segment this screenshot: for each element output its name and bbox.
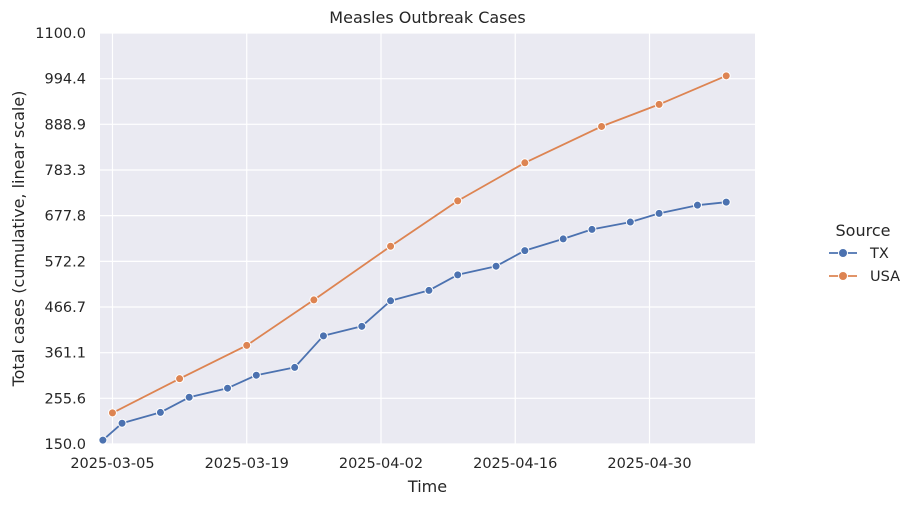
x-tick-label: 2025-03-19 bbox=[205, 456, 289, 472]
data-point-tx bbox=[721, 197, 731, 207]
legend-item-tx: TX bbox=[829, 246, 889, 262]
data-point-usa bbox=[107, 408, 117, 418]
series-line-tx bbox=[102, 201, 727, 441]
y-tick-label: 783.3 bbox=[44, 163, 86, 179]
data-point-tx bbox=[290, 362, 300, 372]
data-point-tx bbox=[491, 261, 501, 271]
legend-label: TX bbox=[869, 246, 889, 262]
data-point-tx bbox=[223, 383, 233, 393]
y-tick-label: 1100.0 bbox=[35, 26, 86, 42]
data-point-usa bbox=[242, 340, 252, 350]
y-tick-label: 677.8 bbox=[44, 209, 86, 225]
legend-marker bbox=[838, 271, 848, 281]
series-usa bbox=[107, 71, 731, 418]
data-point-tx bbox=[98, 435, 108, 445]
data-point-usa bbox=[520, 158, 530, 168]
data-point-usa bbox=[721, 71, 731, 81]
data-point-usa bbox=[309, 295, 319, 305]
data-point-usa bbox=[453, 196, 463, 206]
legend-label: USA bbox=[870, 269, 900, 285]
data-point-tx bbox=[625, 217, 635, 227]
legend-title: Source bbox=[836, 221, 891, 240]
x-tick-label: 2025-03-05 bbox=[70, 456, 154, 472]
data-point-usa bbox=[654, 99, 664, 109]
data-point-usa bbox=[597, 121, 607, 131]
series-tx bbox=[98, 197, 731, 445]
x-tick-label: 2025-04-02 bbox=[339, 456, 423, 472]
y-tick-label: 572.2 bbox=[44, 254, 86, 270]
data-point-usa bbox=[175, 374, 185, 384]
y-tick-label: 150.0 bbox=[44, 437, 86, 453]
data-point-tx bbox=[424, 285, 434, 295]
x-tick-label: 2025-04-16 bbox=[473, 456, 557, 472]
data-point-tx bbox=[117, 418, 127, 428]
series-layer bbox=[98, 71, 731, 445]
data-point-tx bbox=[692, 200, 702, 210]
data-point-tx bbox=[357, 321, 367, 331]
legend: Source TX USA bbox=[829, 221, 900, 285]
data-point-tx bbox=[155, 407, 165, 417]
data-point-tx bbox=[184, 392, 194, 402]
x-axis-title: Time bbox=[407, 477, 447, 496]
legend-marker bbox=[838, 248, 848, 258]
y-tick-label: 888.9 bbox=[44, 117, 86, 133]
data-point-tx bbox=[520, 246, 530, 256]
data-point-tx bbox=[558, 234, 568, 244]
legend-item-usa: USA bbox=[829, 269, 900, 285]
series-line-usa bbox=[112, 74, 727, 414]
x-tick-label: 2025-04-30 bbox=[607, 456, 691, 472]
data-point-tx bbox=[251, 370, 261, 380]
tick-labels: 150.0 255.6 361.1 466.7 572.2 677.8 783.3 888.9… bbox=[35, 26, 691, 472]
y-axis-title: Total cases (cumulative, linear scale) bbox=[9, 91, 28, 388]
data-point-tx bbox=[318, 331, 328, 341]
plot-background bbox=[100, 33, 755, 444]
data-point-usa bbox=[386, 241, 396, 251]
data-point-tx bbox=[386, 296, 396, 306]
data-point-tx bbox=[654, 208, 664, 218]
y-tick-label: 255.6 bbox=[44, 391, 86, 407]
y-tick-label: 994.4 bbox=[44, 72, 86, 88]
y-tick-label: 361.1 bbox=[44, 346, 86, 362]
y-tick-label: 466.7 bbox=[44, 300, 86, 316]
data-point-tx bbox=[453, 270, 463, 280]
grid-lines bbox=[100, 32, 755, 445]
chart-title: Measles Outbreak Cases bbox=[329, 8, 525, 27]
data-point-tx bbox=[587, 224, 597, 234]
